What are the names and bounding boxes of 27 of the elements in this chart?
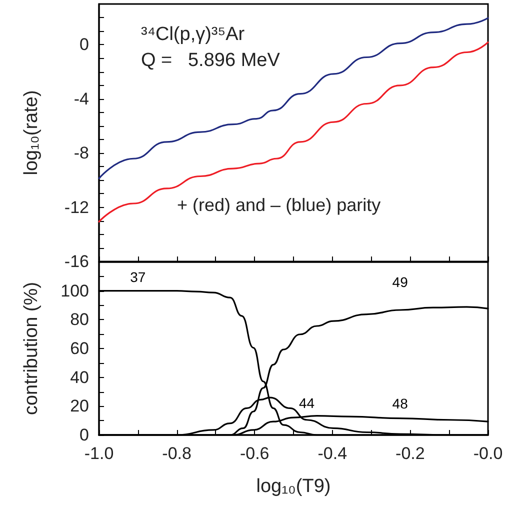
x-axis-title: log₁₀(T9) xyxy=(256,476,331,497)
y-tick-label: -12 xyxy=(64,198,89,217)
y-tick-label: 100 xyxy=(60,281,89,300)
y-tick-label: 20 xyxy=(70,396,89,416)
y-tick-label: -16 xyxy=(64,252,89,271)
y-tick-label: -8 xyxy=(74,144,89,163)
annotation: + (red) and – (blue) parity xyxy=(177,195,381,215)
x-tick-label: -0.6 xyxy=(240,444,270,463)
x-tick-label: -0.2 xyxy=(396,444,425,463)
series-label: 49 xyxy=(392,274,408,290)
series-label: 44 xyxy=(298,394,315,411)
x-tick-label: -1.0 xyxy=(84,444,114,463)
series-label: 48 xyxy=(392,395,408,412)
y-axis-title: contribution (%) xyxy=(21,282,42,416)
text: Q = 5.896 MeV xyxy=(141,50,280,71)
x-tick-label: -0.8 xyxy=(162,444,192,463)
y-tick-label: -4 xyxy=(74,89,89,108)
y-tick-label: 40 xyxy=(70,368,89,387)
series-label: 37 xyxy=(130,268,146,285)
y-tick-label: 0 xyxy=(80,35,89,54)
x-tick-label: -0.4 xyxy=(318,444,348,463)
y-tick-label: 0 xyxy=(80,426,89,444)
text: ³⁴Cl(p,γ)³⁵Ar xyxy=(141,24,246,45)
y-tick-label: 80 xyxy=(70,310,89,330)
y-tick-label: 60 xyxy=(70,339,89,358)
y-axis-title: log₁₀(rate) xyxy=(21,90,42,176)
x-tick-label: -0.0 xyxy=(473,444,503,463)
